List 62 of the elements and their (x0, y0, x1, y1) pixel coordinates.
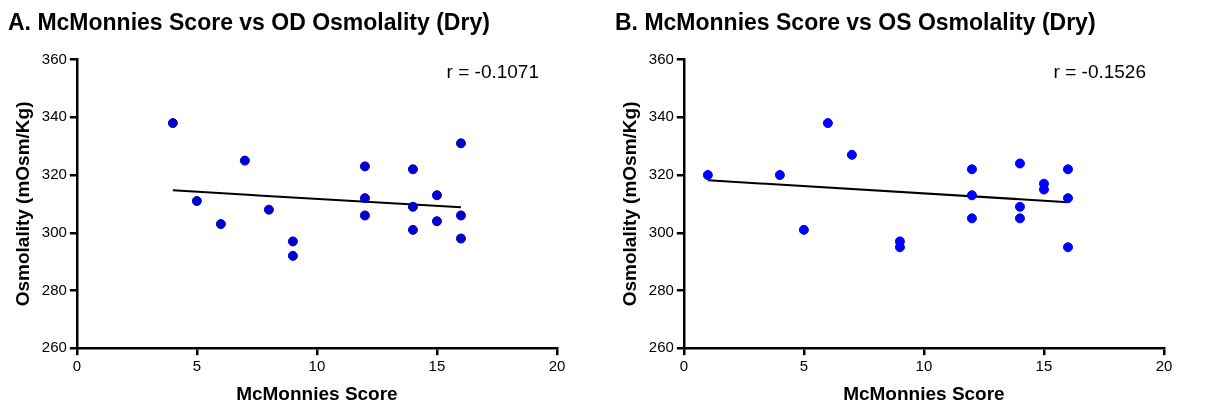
y-tick-label: 260 (41, 338, 67, 356)
point (846, 149, 857, 160)
annotation: r = -0.1071 (446, 61, 539, 83)
point (822, 118, 833, 129)
y-tick-label: 280 (41, 280, 67, 298)
y-tick-label: 340 (648, 107, 674, 125)
x-axis-title: McMonnies Score (236, 382, 398, 404)
point (966, 164, 977, 175)
x-tick-label: 10 (308, 357, 326, 375)
x-axis-title: McMonnies Score (843, 382, 1005, 404)
point (239, 155, 250, 166)
chart-title: A. McMonnies Score vs OD Osmolality (Dry) (8, 9, 490, 36)
point (966, 213, 977, 224)
point (1062, 164, 1073, 175)
point (1062, 242, 1073, 253)
point (455, 210, 466, 221)
point (431, 190, 442, 201)
y-tick-label: 360 (648, 49, 674, 67)
chart-title: B. McMonnies Score vs OS Osmolality (Dry) (615, 9, 1096, 36)
x-tick-label: 20 (1155, 357, 1173, 375)
x-tick-label: 15 (1035, 357, 1053, 375)
y-tick-label: 360 (41, 49, 67, 67)
x-tick-label: 0 (72, 357, 81, 375)
y-axis-title: Osmolality (mOsm/Kg) (618, 101, 640, 307)
x-tick-label: 10 (915, 357, 933, 375)
point (263, 204, 274, 215)
point (359, 193, 370, 204)
y-tick-label: 280 (648, 280, 674, 298)
x-tick-label: 5 (799, 357, 809, 375)
y-axis-title: Osmolality (mOsm/Kg) (11, 101, 33, 307)
point (359, 161, 370, 172)
y-tick-label: 300 (41, 222, 67, 240)
point (774, 170, 785, 181)
y-tick-label: 340 (41, 107, 67, 125)
point (215, 219, 226, 230)
y-tick-label: 300 (648, 222, 674, 240)
y-tick-label: 320 (648, 165, 674, 183)
point (455, 138, 466, 149)
x-tick-label: 5 (192, 357, 202, 375)
point (167, 118, 178, 129)
point (359, 210, 370, 221)
point (407, 224, 418, 235)
point (1014, 158, 1025, 169)
annotation: r = -0.1526 (1053, 61, 1146, 83)
y-tick-label: 320 (41, 165, 67, 183)
x-tick-label: 15 (428, 357, 446, 375)
point (407, 201, 418, 212)
x-tick-label: 20 (548, 357, 566, 375)
y-tick-label: 260 (648, 338, 674, 356)
x-tick-label: 0 (679, 357, 688, 375)
point (431, 216, 442, 227)
point (287, 250, 298, 261)
point (407, 164, 418, 175)
point (1062, 193, 1073, 204)
point (1014, 213, 1025, 224)
point (1014, 201, 1025, 212)
point (287, 236, 298, 247)
point (966, 190, 977, 201)
point (191, 196, 202, 207)
point (702, 170, 713, 181)
point (798, 224, 809, 235)
point (455, 233, 466, 244)
